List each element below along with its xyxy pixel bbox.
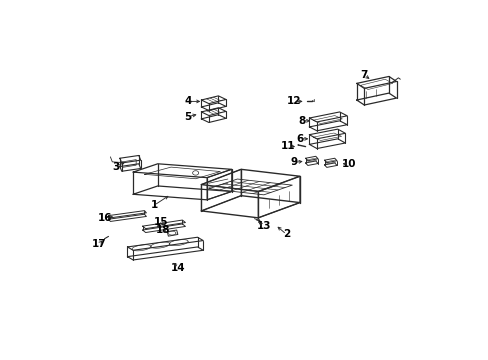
Text: 6: 6	[296, 134, 303, 144]
Text: 1: 1	[150, 201, 157, 210]
Text: 4: 4	[184, 96, 191, 107]
Text: 16: 16	[97, 213, 112, 223]
Text: 14: 14	[171, 263, 185, 273]
Text: 2: 2	[283, 229, 290, 239]
Text: 5: 5	[184, 112, 191, 122]
Text: 13: 13	[256, 221, 270, 231]
Text: 8: 8	[298, 116, 305, 126]
Text: 15: 15	[154, 217, 168, 227]
Text: 3: 3	[112, 162, 120, 172]
Text: 18: 18	[156, 225, 170, 235]
Text: 9: 9	[290, 157, 297, 167]
Text: 17: 17	[92, 239, 106, 249]
Text: 10: 10	[341, 159, 356, 169]
Text: 7: 7	[360, 70, 367, 80]
Text: 11: 11	[281, 141, 295, 151]
Text: 12: 12	[286, 96, 301, 107]
